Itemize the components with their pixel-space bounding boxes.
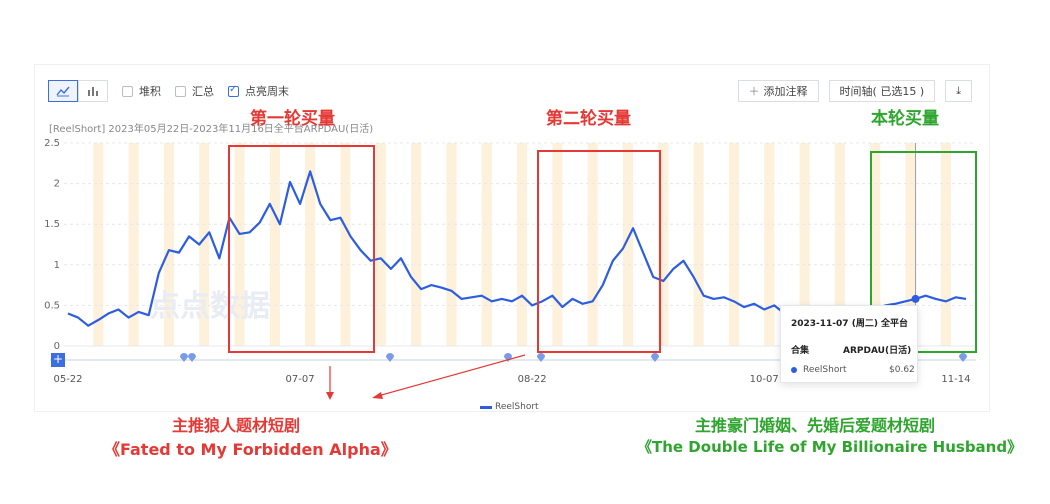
y-tick-label: 0 [54,341,60,352]
bar-chart-icon [88,87,98,96]
download-button[interactable]: ⤓ [945,80,972,102]
weekend-band [305,143,316,346]
watermark: 点点数据 [150,289,270,324]
event-marker-icon [651,353,659,362]
timeline-button[interactable]: 时间轴( 已选15 ) [828,80,936,102]
chart-toolbar: 堆积 汇总 点亮周末 [48,80,289,102]
left-drama-title: 《Fated to My Forbidden Alpha》 [104,440,397,459]
weekend-band [764,143,775,346]
checkbox-icon [175,85,186,97]
x-tick-label: 11-14 [941,374,970,385]
weekend-band [870,143,881,346]
event-marker-icon [386,353,394,362]
legend-swatch [480,405,492,409]
event-marker-icon [188,353,196,362]
tooltip-date: 2023-11-07 (周二) 全平台 [791,319,909,329]
weekend-band [517,143,528,346]
weekend-band [446,143,457,346]
hover-point [911,294,920,303]
weekend-band [93,143,104,346]
sum-label: 汇总 [192,85,214,98]
arrow-diagonal-head [372,392,383,399]
y-tick-label: 2 [54,179,60,190]
add-event-button[interactable]: + [51,352,65,367]
timeline-label: 时间轴( 已选15 ) [839,85,925,98]
event-marker-icon [180,353,188,362]
right-drama-title: 《The Double Life of My Billionaire Husba… [637,438,1023,456]
round3-box [870,151,977,353]
weekend-band [234,143,245,346]
round2-label: 第二轮买量 [546,109,631,129]
stack-checkbox[interactable]: 堆积 [122,83,161,99]
y-tick-label: 1.5 [44,219,60,230]
weekend-band [199,143,210,346]
line-chart-icon [56,86,70,97]
tooltip-series: ReelShort [803,365,847,375]
sum-checkbox[interactable]: 汇总 [175,83,214,99]
weekend-band [411,143,422,346]
left-caption: 主推狼人题材短剧 [172,416,301,435]
event-marker-icon [537,353,545,362]
y-tick-label: 0.5 [44,300,60,311]
weekend-label: 点亮周末 [245,85,289,98]
round3-label: 本轮买量 [871,109,939,129]
x-tick-label: 07-07 [286,374,315,385]
round1-box [228,145,375,353]
weekend-band [693,143,704,346]
add-note-button[interactable]: ＋添加注释 [737,80,819,102]
weekend-band [128,143,139,346]
weekend-checkbox[interactable]: 点亮周末 [228,83,289,99]
event-marker-icon [504,353,512,362]
tooltip-col1: 合集 [791,346,810,356]
weekend-band [799,143,810,346]
x-tick-label: 10-07 [750,374,779,385]
add-note-label: 添加注释 [763,85,808,98]
arrow-down-head [326,392,334,400]
tooltip-value: $0.62 [889,365,915,375]
y-tick-label: 1 [54,260,60,271]
bar-chart-toggle[interactable] [78,80,108,102]
round2-box [537,150,661,353]
x-tick-label: 05-22 [53,374,82,385]
weekend-band [658,143,669,346]
chart-tooltip: 2023-11-07 (周二) 全平台 合集 ARPDAU(日活) ReelSh… [780,305,918,383]
weekend-band [587,143,598,346]
y-tick-label: 2.5 [44,138,60,149]
right-caption: 主推豪门婚姻、先婚后爱题材短剧 [695,416,936,435]
weekend-band [340,143,351,346]
weekend-band [269,143,280,346]
legend-label: ReelShort [495,402,539,412]
weekend-band [375,143,386,346]
checkbox-checked-icon [228,84,239,97]
weekend-band [905,143,916,346]
weekend-band [552,143,563,346]
stack-label: 堆积 [139,85,161,98]
weekend-band [622,143,634,346]
weekend-band [940,143,951,346]
plus-icon: ＋ [748,85,760,98]
round1-label: 第一轮买量 [250,109,335,129]
arrow-diagonal [377,354,526,397]
x-tick-label: 08-22 [518,374,547,385]
tooltip-series-dot [791,367,797,373]
tooltip-col2: ARPDAU(日活) [843,346,912,356]
weekend-band [163,143,174,346]
weekend-band [481,143,492,346]
download-icon: ⤓ [956,84,961,97]
chart-actions: ＋添加注释 时间轴( 已选15 ) ⤓ [737,80,972,102]
chart-legend[interactable]: ReelShort [480,402,539,412]
weekend-band [728,143,739,346]
event-marker-icon [959,353,967,362]
line-chart-toggle[interactable] [48,80,78,102]
weekend-band [834,143,845,346]
chart-subtitle: [ReelShort] 2023年05月22日-2023年11月16日全平台AR… [49,124,374,135]
checkbox-icon [122,85,133,97]
